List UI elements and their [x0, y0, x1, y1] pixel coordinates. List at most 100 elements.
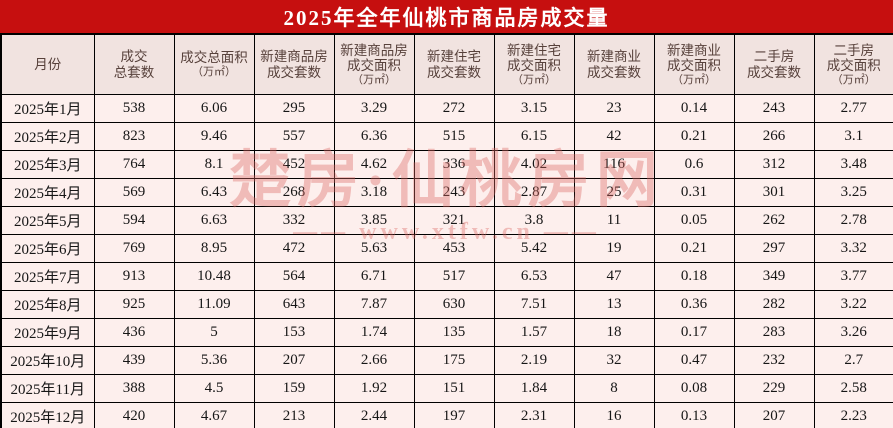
- data-cell: 3.29: [333, 94, 415, 123]
- data-cell: 116: [573, 150, 655, 179]
- data-cell: 207: [733, 402, 815, 428]
- data-cell: 823: [93, 122, 175, 151]
- month-cell: 2025年9月: [0, 318, 95, 347]
- header-cell-2: 成交总面积 （万㎡）: [173, 33, 255, 95]
- data-cell: 764: [93, 150, 175, 179]
- data-cell: 3.48: [813, 150, 893, 179]
- data-cell: 4.02: [493, 150, 575, 179]
- data-cell: 2.31: [493, 402, 575, 428]
- data-cell: 243: [413, 178, 495, 207]
- data-cell: 2.77: [813, 94, 893, 123]
- data-cell: 207: [253, 346, 335, 375]
- data-cell: 336: [413, 150, 495, 179]
- header-cell-3: 新建商品房 成交套数: [253, 33, 335, 95]
- data-cell: 452: [253, 150, 335, 179]
- data-cell: 0.13: [653, 402, 735, 428]
- data-cell: 11: [573, 206, 655, 235]
- data-cell: 5: [173, 318, 255, 347]
- data-cell: 6.53: [493, 262, 575, 291]
- data-cell: 4.62: [333, 150, 415, 179]
- table-row-8: 2025年8月 925 11.09 643 7.87 630 7.51 13 0.36 282 3.…: [0, 290, 893, 319]
- month-cell: 2025年4月: [0, 178, 95, 207]
- data-cell: 5.63: [333, 234, 415, 263]
- data-cell: 0.36: [653, 290, 735, 319]
- table-header-row: 月份 成交 总套数 成交总面积 （万㎡） 新建商品房 成交套数 新建商品房 成交面积 （万㎡） 新建…: [0, 33, 893, 95]
- month-cell: 2025年2月: [0, 122, 95, 151]
- header-unit: （万㎡）: [672, 74, 716, 87]
- data-cell: 630: [413, 290, 495, 319]
- data-cell: 0.21: [653, 234, 735, 263]
- data-cell: 18: [573, 318, 655, 347]
- data-cell: 297: [733, 234, 815, 263]
- data-cell: 16: [573, 402, 655, 428]
- data-cell: 232: [733, 346, 815, 375]
- data-cell: 557: [253, 122, 335, 151]
- data-cell: 283: [733, 318, 815, 347]
- data-cell: 8.95: [173, 234, 255, 263]
- header-cell-1: 成交 总套数: [93, 33, 175, 95]
- month-cell: 2025年7月: [0, 262, 95, 291]
- data-cell: 0.08: [653, 374, 735, 403]
- header-cell-8: 新建商业 成交面积 （万㎡）: [653, 33, 735, 95]
- header-cell-4: 新建商品房 成交面积 （万㎡）: [333, 33, 415, 95]
- data-cell: 6.63: [173, 206, 255, 235]
- data-cell: 913: [93, 262, 175, 291]
- data-cell: 2.58: [813, 374, 893, 403]
- data-cell: 5.42: [493, 234, 575, 263]
- data-cell: 453: [413, 234, 495, 263]
- data-cell: 1.92: [333, 374, 415, 403]
- data-cell: 0.05: [653, 206, 735, 235]
- table-row-5: 2025年5月 594 6.63 332 3.85 321 3.8 11 0.05 262 2.78: [0, 206, 893, 235]
- table-row-1: 2025年1月 538 6.06 295 3.29 272 3.15 23 0.14 243 2.7…: [0, 94, 893, 123]
- data-cell: 769: [93, 234, 175, 263]
- data-cell: 2.7: [813, 346, 893, 375]
- data-cell: 3.85: [333, 206, 415, 235]
- header-unit: （万㎡）: [512, 74, 556, 87]
- data-cell: 282: [733, 290, 815, 319]
- data-cell: 5.36: [173, 346, 255, 375]
- data-cell: 8.1: [173, 150, 255, 179]
- month-cell: 2025年12月: [0, 402, 95, 428]
- table-row-6: 2025年6月 769 8.95 472 5.63 453 5.42 19 0.21 297 3.3…: [0, 234, 893, 263]
- data-cell: 6.15: [493, 122, 575, 151]
- data-cell: 538: [93, 94, 175, 123]
- data-cell: 2.87: [493, 178, 575, 207]
- data-cell: 643: [253, 290, 335, 319]
- data-cell: 0.14: [653, 94, 735, 123]
- data-cell: 594: [93, 206, 175, 235]
- data-cell: 2.66: [333, 346, 415, 375]
- data-cell: 3.25: [813, 178, 893, 207]
- data-cell: 13: [573, 290, 655, 319]
- month-cell: 2025年11月: [0, 374, 95, 403]
- table-row-9: 2025年9月 436 5 153 1.74 135 1.57 18 0.17 283 3.26: [0, 318, 893, 347]
- header-unit: （万㎡）: [192, 66, 236, 79]
- data-cell: 159: [253, 374, 335, 403]
- data-cell: 3.26: [813, 318, 893, 347]
- data-cell: 295: [253, 94, 335, 123]
- data-cell: 6.36: [333, 122, 415, 151]
- data-cell: 25: [573, 178, 655, 207]
- month-cell: 2025年10月: [0, 346, 95, 375]
- header-cell-9: 二手房 成交套数: [733, 33, 815, 95]
- data-cell: 472: [253, 234, 335, 263]
- month-cell: 2025年3月: [0, 150, 95, 179]
- table-row-12: 2025年12月 420 4.67 213 2.44 197 2.31 16 0.13 207 2.…: [0, 402, 893, 428]
- table-row-4: 2025年4月 569 6.43 268 3.18 243 2.87 25 0.31 301 3.2…: [0, 178, 893, 207]
- data-cell: 420: [93, 402, 175, 428]
- table-row-3: 2025年3月 764 8.1 452 4.62 336 4.02 116 0.6 312 3.48: [0, 150, 893, 179]
- data-cell: 47: [573, 262, 655, 291]
- data-cell: 32: [573, 346, 655, 375]
- data-cell: 175: [413, 346, 495, 375]
- data-cell: 0.47: [653, 346, 735, 375]
- month-cell: 2025年8月: [0, 290, 95, 319]
- header-cell-7: 新建商业 成交套数: [573, 33, 655, 95]
- header-unit: （万㎡）: [831, 74, 876, 87]
- header-cell-5: 新建住宅 成交套数: [413, 33, 495, 95]
- data-cell: 7.87: [333, 290, 415, 319]
- table-row-10: 2025年10月 439 5.36 207 2.66 175 2.19 32 0.47 232 2.…: [0, 346, 893, 375]
- header-cell-0: 月份: [0, 33, 95, 95]
- data-cell: 6.06: [173, 94, 255, 123]
- data-cell: 3.1: [813, 122, 893, 151]
- data-cell: 11.09: [173, 290, 255, 319]
